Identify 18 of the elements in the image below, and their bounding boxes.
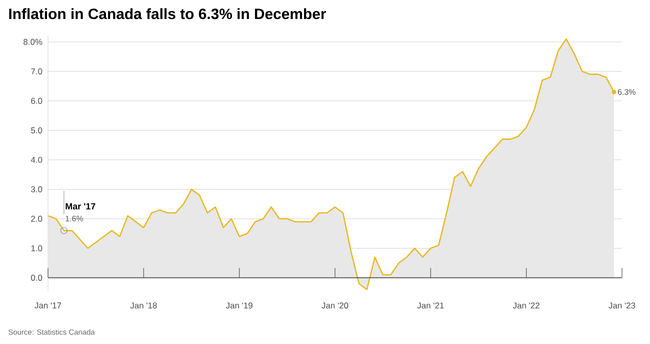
y-tick-label: 6.0	[31, 98, 42, 104]
x-tick-label: Jan '17	[34, 302, 62, 308]
x-tick-label: Jan '23	[608, 302, 636, 308]
chart-title: Inflation in Canada falls to 6.3% in December	[9, 8, 326, 20]
y-tick-label: 0.0	[31, 274, 42, 281]
y-tick-label: 5.0	[31, 127, 42, 134]
annotation: Mar '17	[66, 203, 96, 210]
x-tick-label: Jan '19	[226, 302, 252, 308]
x-tick-label: Jan '18	[130, 302, 157, 308]
y-tick-label: 4.0	[30, 156, 42, 163]
x-tick-label: Jan '20	[322, 302, 348, 308]
y-tick-label: 7.0	[31, 68, 42, 74]
x-tick-label: Jan '21	[417, 302, 444, 308]
y-tick-label: 3.0	[31, 186, 42, 192]
y-tick-label: 8.0%	[24, 38, 42, 45]
y-tick-label: 2.0	[31, 216, 42, 222]
x-tick-label: Jan '22	[512, 302, 540, 308]
y-tick-label: 1.0	[31, 245, 42, 252]
